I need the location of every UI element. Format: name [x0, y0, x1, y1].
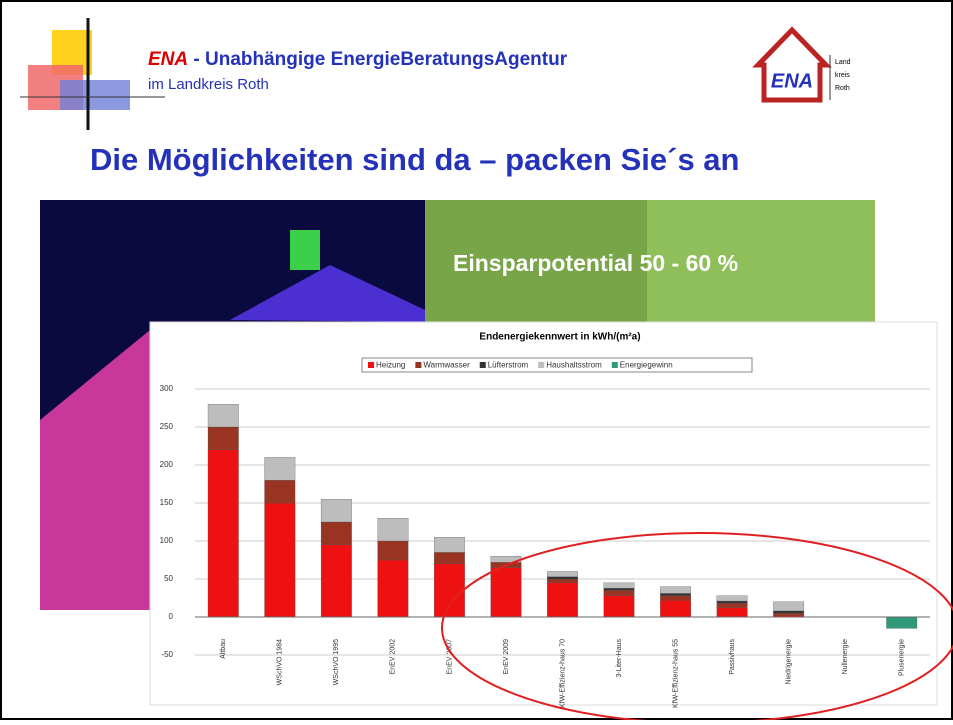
y-tick-label: 250	[160, 422, 174, 431]
header-title: - Unabhängige EnergieBeratungsAgentur	[188, 49, 568, 70]
brand: ENA	[148, 49, 188, 70]
bar-segment	[547, 583, 578, 617]
bar-segment	[717, 596, 748, 601]
slide: ENA - Unabhängige EnergieBeratungsAgentu…	[0, 0, 953, 720]
bar-segment	[660, 600, 691, 617]
legend-swatch	[368, 362, 374, 368]
thermal-photo	[290, 230, 320, 270]
x-tick-label: EnEV 2009	[503, 639, 510, 675]
logo-text: kreis	[835, 72, 850, 79]
bar-segment	[208, 427, 239, 450]
x-tick-label: Niedrigenergie	[785, 639, 792, 685]
bar-segment	[773, 613, 804, 615]
logo: ENA	[771, 70, 813, 92]
y-tick-label: 100	[160, 536, 174, 545]
bar-segment	[717, 601, 748, 603]
x-tick-label: 3-Liter-Haus	[616, 639, 623, 678]
bar-segment	[265, 480, 296, 503]
bar-segment	[434, 564, 465, 617]
bar-segment	[321, 545, 352, 617]
legend-label: Warmwasser	[423, 361, 470, 370]
bar-segment	[886, 617, 917, 628]
bar-segment	[547, 571, 578, 576]
logo-text: Roth	[835, 85, 850, 92]
bar-segment	[491, 568, 522, 617]
bar-segment	[434, 552, 465, 563]
deco	[60, 80, 130, 110]
x-tick-label: KfW-Effizienz-haus 55	[672, 639, 679, 708]
legend-swatch	[415, 362, 421, 368]
bar-segment	[434, 537, 465, 552]
slide-title: Die Möglichkeiten sind da – packen Sie´s…	[90, 142, 739, 177]
bar-segment	[208, 450, 239, 617]
legend-swatch	[612, 362, 618, 368]
callout: Einsparpotential 50 - 60 %	[453, 250, 738, 276]
y-tick-label: 50	[164, 574, 173, 583]
bar-segment	[378, 541, 409, 560]
bar-segment	[660, 587, 691, 594]
legend-swatch	[538, 362, 544, 368]
bar-segment	[378, 518, 409, 541]
header: ENA - Unabhängige EnergieBeratungsAgentu…	[148, 49, 568, 70]
chart-title: Endenergiekennwert in kWh/(m²a)	[479, 332, 640, 343]
bar-segment	[717, 603, 748, 608]
bar-segment	[604, 596, 635, 617]
bar-segment	[321, 522, 352, 545]
bar-segment	[547, 577, 578, 579]
bar-segment	[717, 608, 748, 617]
bar-segment	[604, 588, 635, 590]
y-tick-label: 0	[169, 612, 174, 621]
legend-swatch	[480, 362, 486, 368]
x-tick-label: Passivhaus	[729, 639, 736, 675]
y-tick-label: 200	[160, 460, 174, 469]
y-tick-label: 300	[160, 384, 174, 393]
bar-segment	[208, 404, 239, 427]
legend-label: Lüfterstrom	[488, 361, 529, 370]
x-tick-label: WSchVO 1984	[277, 639, 284, 685]
bar-segment	[265, 457, 296, 480]
header-subtitle: im Landkreis Roth	[148, 76, 269, 93]
x-tick-label: EnEV 2002	[390, 639, 397, 675]
legend-label: Haushaltsstrom	[546, 361, 602, 370]
x-tick-label: KfW-Effizienz-haus 70	[559, 639, 566, 708]
x-tick-label: Nullenergie	[842, 639, 849, 675]
bar-segment	[660, 596, 691, 601]
x-tick-label: EnEV 2007	[446, 639, 453, 675]
bar-segment	[378, 560, 409, 617]
bar-segment	[265, 503, 296, 617]
x-tick-label: Plusenergie	[899, 639, 906, 676]
legend-label: Energiegewinn	[620, 361, 673, 370]
bar-segment	[773, 611, 804, 613]
x-tick-label: WSchVO 1995	[333, 639, 340, 685]
y-tick-label: -50	[161, 650, 173, 659]
bar-segment	[321, 499, 352, 522]
bar-segment	[604, 590, 635, 595]
bar-segment	[547, 579, 578, 583]
logo-text: Land	[835, 59, 851, 66]
x-tick-label: Altbau	[220, 639, 227, 659]
y-tick-label: 150	[160, 498, 174, 507]
bar-segment	[660, 593, 691, 595]
bar-segment	[604, 583, 635, 588]
bar-segment	[773, 602, 804, 611]
legend-label: Heizung	[376, 361, 405, 370]
